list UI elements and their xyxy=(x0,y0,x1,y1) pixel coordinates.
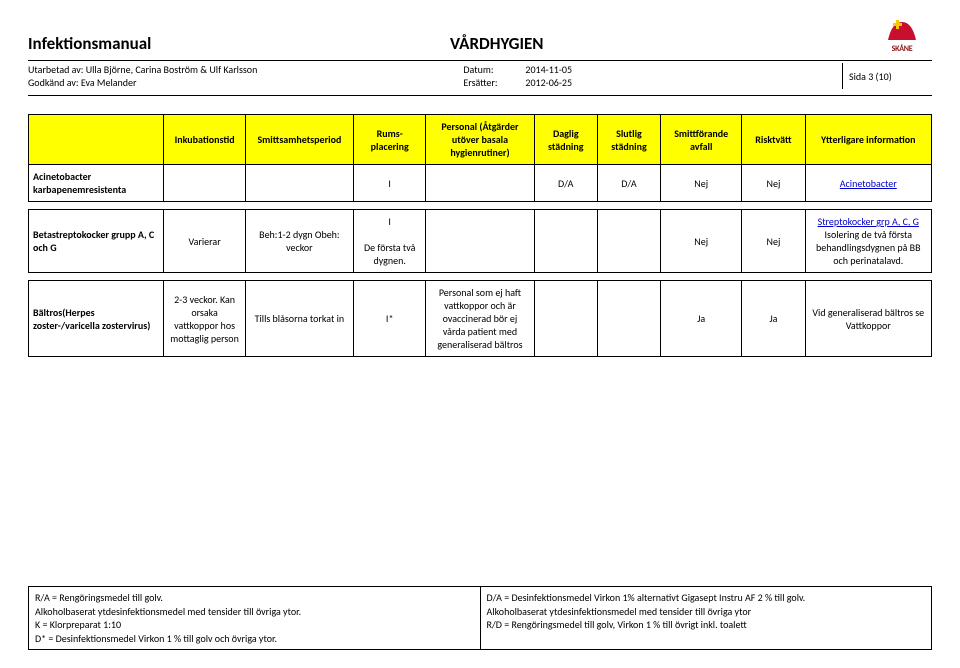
table-cell: Betastreptokocker grupp A, C och G xyxy=(29,210,164,273)
th-smittsamhet: Smittsamhetsperiod xyxy=(245,115,353,165)
date-label: Datum: xyxy=(463,63,525,76)
table-spacer xyxy=(29,273,932,281)
footnote-line: D/A = Desinfektionsmedel Virkon 1% alter… xyxy=(487,591,926,605)
table-row: Betastreptokocker grupp A, C och GVarier… xyxy=(29,210,932,273)
header-top-row: Infektionsmanual VÅRDHYGIEN SKÅNE xyxy=(28,18,932,61)
th-risktvatt: Risktvätt xyxy=(742,115,805,165)
table-cell xyxy=(534,210,597,273)
table-cell: Beh:1-2 dygn Obeh: veckor xyxy=(245,210,353,273)
table-cell: Ja xyxy=(661,281,742,357)
table-cell: Tills blåsorna torkat in xyxy=(245,281,353,357)
table-cell: Acinetobacter karbapenemresistenta xyxy=(29,165,164,202)
footnote-line: R/A = Rengöringsmedel till golv. xyxy=(35,591,474,605)
table-cell: I* xyxy=(354,281,426,357)
info-link[interactable]: Acinetobacter xyxy=(840,177,897,190)
table-body: Acinetobacter karbapenemresistenta I D/AD/… xyxy=(29,165,932,357)
footnote-line: D* = Desinfektionsmedel Virkon 1 % till … xyxy=(35,632,474,646)
footnote-line: Alkoholbaserat ytdesinfektionsmedel med … xyxy=(487,605,926,619)
th-personal: Personal (Åtgärder utöver basala hygienr… xyxy=(426,115,534,165)
th-name xyxy=(29,115,164,165)
page-header: Infektionsmanual VÅRDHYGIEN SKÅNE Utarbe… xyxy=(28,18,932,96)
table-cell: Streptokocker grp A, C, GIsolering de tv… xyxy=(805,210,931,273)
table-cell: Bältros(Herpes zoster-/varicella zosterv… xyxy=(29,281,164,357)
table-cell: IDe första två dygnen. xyxy=(354,210,426,273)
table-cell xyxy=(426,165,534,202)
doc-subtitle: VÅRDHYGIEN xyxy=(450,33,872,54)
footnotes: R/A = Rengöringsmedel till golv.Alkoholb… xyxy=(28,586,932,650)
page-number: Sida 3 (10) xyxy=(842,63,932,89)
footnote-left: R/A = Rengöringsmedel till golv.Alkoholb… xyxy=(28,586,481,650)
table-cell: I xyxy=(354,165,426,202)
approved-value: Eva Melander xyxy=(81,76,137,89)
table-cell xyxy=(534,281,597,357)
header-sub-row: Utarbetad av: Ulla Björne, Carina Boströ… xyxy=(28,61,932,93)
table-cell: D/A xyxy=(534,165,597,202)
table-cell: Ja xyxy=(742,281,805,357)
table-cell: Nej xyxy=(742,165,805,202)
table-cell xyxy=(426,210,534,273)
th-daglig: Daglig städning xyxy=(534,115,597,165)
table-cell: Nej xyxy=(742,210,805,273)
replaces-value: 2012-06-25 xyxy=(525,76,572,89)
table-cell: Vid generaliserad bältros se Vattkoppor xyxy=(805,281,931,357)
table-cell: Acinetobacter xyxy=(805,165,931,202)
skane-logo-icon xyxy=(886,18,918,42)
table-row: Bältros(Herpes zoster-/varicella zosterv… xyxy=(29,281,932,357)
table-cell: Nej xyxy=(661,165,742,202)
footnote-line: Alkoholbaserat ytdesinfektionsmedel med … xyxy=(35,605,474,619)
th-avfall: Smittförande avfall xyxy=(661,115,742,165)
table-spacer xyxy=(29,202,932,210)
table-cell xyxy=(245,165,353,202)
footnote-right: D/A = Desinfektionsmedel Virkon 1% alter… xyxy=(481,586,933,650)
replaces-label: Ersätter: xyxy=(463,76,525,89)
main-table: Inkubationstid Smittsamhetsperiod Rums-p… xyxy=(28,114,932,357)
table-cell: Personal som ej haft vattkoppor och är o… xyxy=(426,281,534,357)
authors-value: Ulla Björne, Carina Boström & Ulf Karlss… xyxy=(86,63,258,76)
header-authors: Utarbetad av: Ulla Björne, Carina Boströ… xyxy=(28,63,463,89)
th-inkubation: Inkubationstid xyxy=(164,115,245,165)
authors-label: Utarbetad av: xyxy=(28,63,86,76)
th-slutlig: Slutlig städning xyxy=(597,115,660,165)
table-cell xyxy=(597,210,660,273)
table-cell xyxy=(164,165,245,202)
table-header-row: Inkubationstid Smittsamhetsperiod Rums-p… xyxy=(29,115,932,165)
table-row: Acinetobacter karbapenemresistenta I D/AD/… xyxy=(29,165,932,202)
table-cell: 2-3 veckor. Kan orsaka vattkoppor hos mo… xyxy=(164,281,245,357)
date-value: 2014-11-05 xyxy=(525,63,572,76)
approved-label: Godkänd av: xyxy=(28,76,81,89)
table-cell xyxy=(597,281,660,357)
logo-text: SKÅNE xyxy=(872,44,932,54)
table-cell: Nej xyxy=(661,210,742,273)
table-cell: D/A xyxy=(597,165,660,202)
info-text: Isolering de två första behandlingsdygne… xyxy=(816,228,921,267)
info-link[interactable]: Streptokocker grp A, C, G xyxy=(818,215,919,228)
region-logo: SKÅNE xyxy=(872,18,932,54)
th-info: Ytterligare information xyxy=(805,115,931,165)
footnote-line: R/D = Rengöringsmedel till golv, Virkon … xyxy=(487,618,926,632)
table-cell: Varierar xyxy=(164,210,245,273)
footnote-line: K = Klorpreparat 1:10 xyxy=(35,618,474,632)
header-dates: Datum:2014-11-05 Ersätter:2012-06-25 xyxy=(463,63,842,89)
doc-title: Infektionsmanual xyxy=(28,33,450,54)
th-rums: Rums-placering xyxy=(354,115,426,165)
